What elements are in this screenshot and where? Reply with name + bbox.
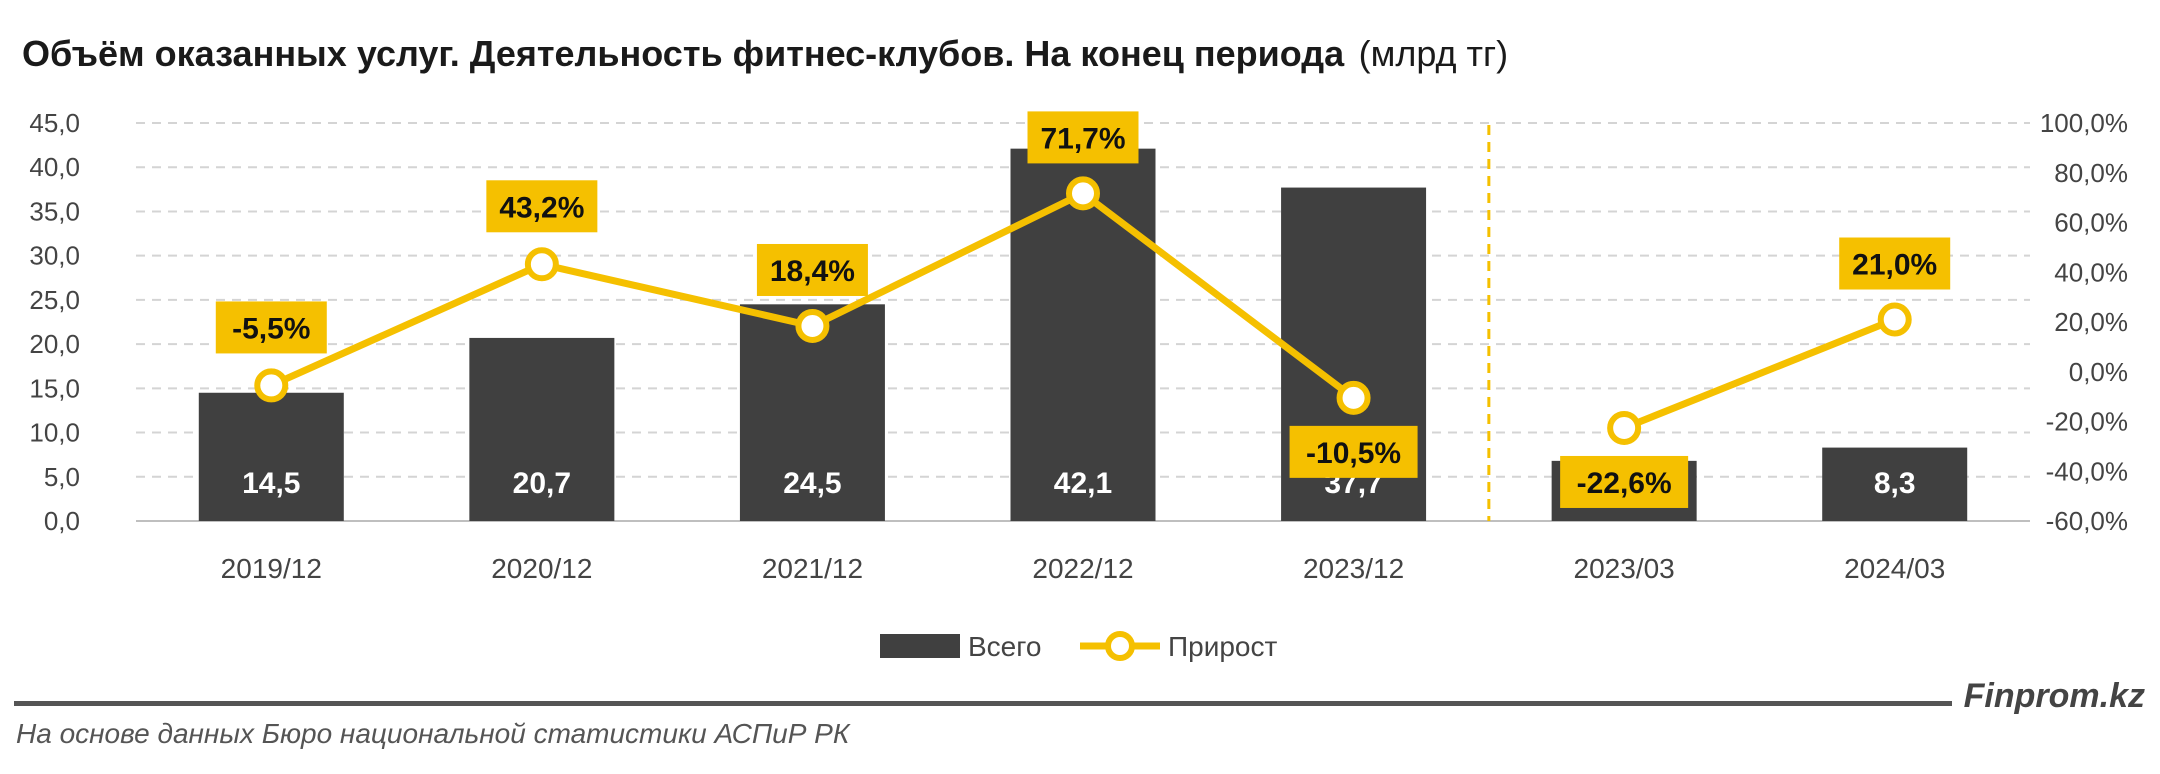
y-axis-right: -60,0% -40,0% -20,0% 0,0% 20,0% 40,0% 60,0% 80,… — [2040, 108, 2128, 536]
bar — [198, 392, 344, 521]
y-right-tick-label: 60,0% — [2054, 208, 2128, 238]
growth-point — [1066, 176, 1100, 211]
growth-point — [254, 368, 289, 403]
y-left-tick-label: 10,0 — [29, 418, 80, 448]
growth-value-labels: -5,5% 43,2% 18,4% 71,7% -10,5% -22,6% 21,0% — [215, 111, 1951, 508]
growth-label-box — [1560, 455, 1689, 508]
growth-value-label: 43,2% — [499, 191, 584, 224]
y-right-tick-label: 0,0% — [2069, 357, 2128, 387]
x-tick-label: 2021/12 — [762, 553, 863, 584]
bar-value-label: 24,5 — [783, 467, 841, 500]
growth-point — [795, 308, 830, 343]
chart-title-unit: (млрд тг) — [1359, 33, 1509, 74]
x-tick-label: 2019/12 — [221, 553, 322, 584]
x-tick-label: 2023/12 — [1303, 553, 1404, 584]
y-right-tick-label: -60,0% — [2046, 506, 2128, 536]
y-right-tick-label: 20,0% — [2054, 307, 2128, 337]
y-right-tick-label: -20,0% — [2046, 407, 2128, 437]
growth-line-segment — [1622, 316, 1897, 432]
bar — [469, 337, 615, 521]
x-tick-label: 2024/03 — [1844, 553, 1945, 584]
x-axis: 2019/12 2020/12 2021/12 2022/12 2023/12 2023/… — [221, 553, 1946, 584]
growth-label-box — [756, 243, 868, 296]
growth-point — [1336, 380, 1371, 415]
footer-rule — [14, 701, 1952, 706]
x-tick-label: 2020/12 — [491, 553, 592, 584]
bar-value-label: 14,5 — [242, 467, 300, 500]
growth-point — [1607, 410, 1642, 445]
legend-swatch-marker — [1105, 631, 1135, 661]
y-right-tick-label: 100,0% — [2040, 108, 2128, 138]
legend-swatch-bars — [880, 634, 960, 658]
legend: Всего Прирост — [880, 631, 1277, 662]
source-note: На основе данных Бюро национальной стати… — [16, 718, 851, 749]
x-tick-label: 2022/12 — [1032, 553, 1133, 584]
bar-value-label: 8,3 — [1874, 467, 1916, 500]
growth-value-label: 21,0% — [1852, 249, 1937, 282]
growth-label-box — [215, 301, 327, 354]
y-right-tick-label: 80,0% — [2054, 158, 2128, 188]
growth-value-label: -22,6% — [1577, 467, 1672, 500]
y-right-tick-label: 40,0% — [2054, 257, 2128, 287]
growth-label-box — [1289, 425, 1418, 478]
growth-value-label: 18,4% — [770, 255, 855, 288]
y-left-tick-label: 45,0 — [29, 108, 80, 138]
x-tick-label: 2023/03 — [1574, 553, 1675, 584]
growth-label-box — [1027, 111, 1139, 164]
growth-point — [1877, 302, 1912, 337]
growth-value-label: 71,7% — [1040, 122, 1125, 155]
chart-title: Объём оказанных услуг. Деятельность фитн… — [22, 33, 1508, 74]
brand-logo: Finprom.kz — [1964, 677, 2145, 715]
y-left-tick-label: 25,0 — [29, 285, 80, 315]
y-left-tick-label: 35,0 — [29, 196, 80, 226]
bar-value-label: 42,1 — [1054, 467, 1112, 500]
growth-label-box — [486, 180, 598, 233]
y-left-tick-label: 5,0 — [44, 462, 80, 492]
growth-label-box — [1839, 237, 1951, 290]
bar-value-label: 20,7 — [513, 467, 571, 500]
growth-line — [254, 176, 1912, 445]
growth-value-label: -10,5% — [1306, 437, 1401, 470]
growth-point — [524, 247, 559, 282]
y-left-tick-label: 20,0 — [29, 329, 80, 359]
y-axis-left: 0,0 5,0 10,0 15,0 20,0 25,0 30,0 35,0 40,0 45,0 — [29, 108, 80, 536]
y-left-tick-label: 0,0 — [44, 506, 80, 536]
y-left-tick-label: 15,0 — [29, 373, 80, 403]
legend-label-bars: Всего — [968, 631, 1041, 662]
chart-title-main: Объём оказанных услуг. Деятельность фитн… — [22, 33, 1345, 74]
bar — [1822, 447, 1968, 521]
y-left-tick-label: 40,0 — [29, 152, 80, 182]
growth-value-label: -5,5% — [232, 312, 310, 345]
bar — [1010, 148, 1156, 521]
y-left-tick-label: 30,0 — [29, 241, 80, 271]
footer: Finprom.kz На основе данных Бюро национа… — [14, 677, 2145, 749]
legend-label-line: Прирост — [1168, 631, 1277, 662]
y-right-tick-label: -40,0% — [2046, 456, 2128, 486]
